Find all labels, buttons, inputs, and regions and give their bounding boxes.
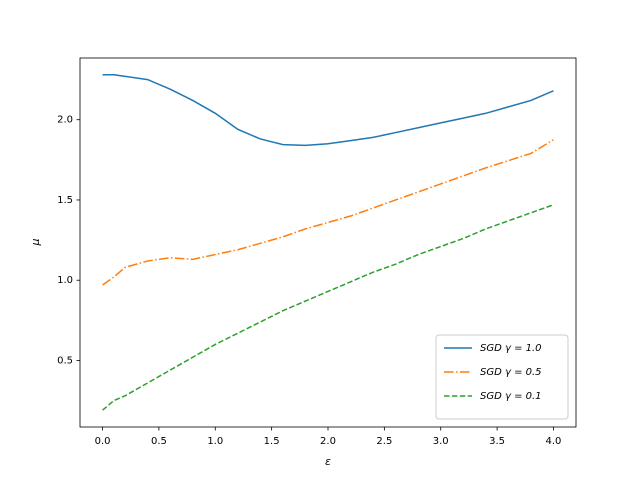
x-tick-label: 1.0 xyxy=(207,436,223,447)
x-tick-label: 1.5 xyxy=(264,436,280,447)
x-tick-label: 3.0 xyxy=(433,436,449,447)
y-axis-label: μ xyxy=(29,239,42,247)
x-tick-label: 3.5 xyxy=(489,436,505,447)
legend-label: SGD γ = 1.0 xyxy=(480,343,542,354)
line-series xyxy=(102,139,554,286)
y-tick-label: 2.0 xyxy=(57,115,73,126)
legend-box xyxy=(435,334,569,420)
line-series xyxy=(102,74,554,147)
y-tick-label: 1.5 xyxy=(57,195,73,206)
legend-label: SGD γ = 0.5 xyxy=(480,367,542,378)
x-tick-label: 2.0 xyxy=(320,436,336,447)
legend-label: SGD γ = 0.1 xyxy=(480,391,542,402)
x-axis-label: ε xyxy=(325,455,331,468)
y-tick-label: 0.5 xyxy=(57,355,73,366)
line-series xyxy=(102,204,554,411)
x-tick-label: 0.0 xyxy=(95,436,111,447)
y-tick-label: 1.0 xyxy=(57,275,73,286)
plot-frame xyxy=(79,57,577,428)
x-tick-label: 4.0 xyxy=(546,436,562,447)
x-tick-label: 0.5 xyxy=(151,436,167,447)
x-tick-label: 2.5 xyxy=(376,436,392,447)
